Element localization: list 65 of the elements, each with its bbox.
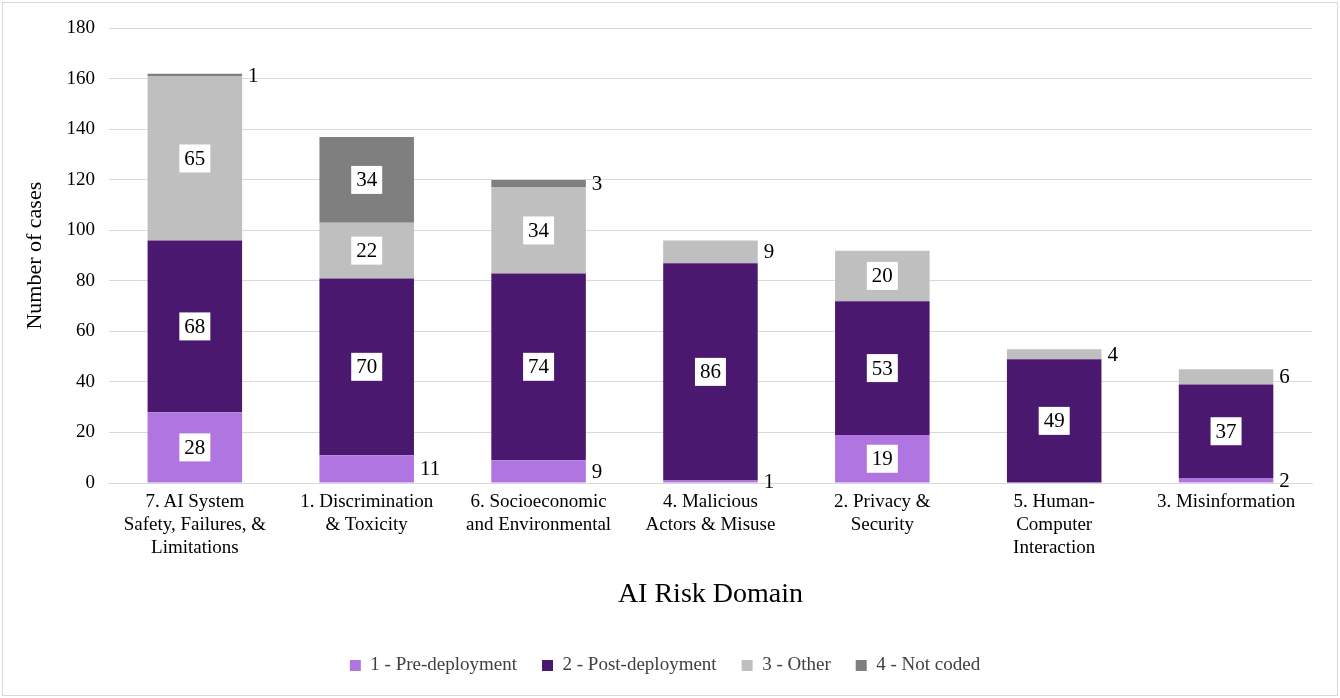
data-label: 70 <box>356 354 378 379</box>
data-label: 1 <box>763 469 775 493</box>
x-tick-label: 7. AI System Safety, Failures, & Limitations <box>123 490 267 557</box>
x-tick-label: 6. Socioeconomic and Environmental <box>466 490 612 535</box>
bar <box>1178 477 1274 483</box>
y-tick-label: 140 <box>66 117 95 139</box>
data-label: 22 <box>356 238 378 263</box>
data-label: 86 <box>699 359 721 384</box>
y-tick-label: 160 <box>66 66 95 88</box>
data-label: 74 <box>528 354 550 379</box>
y-tick-label: 100 <box>66 218 95 240</box>
bar <box>319 137 414 223</box>
x-tick-label: 1. Discrimination & Toxicity <box>300 490 434 535</box>
data-label: 1 <box>248 62 259 87</box>
data-label: 2 <box>1279 467 1290 492</box>
y-tick-label: 180 <box>66 16 95 38</box>
data-label: 9 <box>591 458 603 483</box>
data-label: 19 <box>871 446 893 471</box>
bar <box>491 273 586 461</box>
data-label: 37 <box>1215 418 1237 443</box>
bar <box>1006 359 1102 483</box>
bar <box>663 263 758 481</box>
x-tick-label: 5. Human-Computer Interaction <box>1013 490 1096 557</box>
x-axis-title: AI Risk Domain <box>617 576 803 608</box>
bar <box>663 240 758 264</box>
y-tick-label: 0 <box>85 470 95 492</box>
x-tick-label: 2. Privacy & Security <box>834 490 931 535</box>
data-label: 53 <box>871 355 893 380</box>
data-label: 4 <box>1107 341 1119 366</box>
data-label: 34 <box>528 217 550 242</box>
data-label: 49 <box>1043 408 1065 433</box>
x-tick-label: 3. Misinformation <box>1156 490 1296 512</box>
bar <box>663 480 758 483</box>
legend-label: 1 - Pre-deployment <box>370 653 518 675</box>
bar <box>491 179 586 188</box>
bar <box>491 187 586 274</box>
bar <box>319 455 414 483</box>
bar <box>147 240 243 413</box>
data-label: 20 <box>871 263 893 288</box>
y-tick-label: 60 <box>75 319 95 341</box>
data-label: 65 <box>184 145 206 170</box>
legend-label: 2 - Post-deployment <box>562 653 718 675</box>
data-label: 6 <box>1279 364 1290 389</box>
bar <box>835 301 930 436</box>
data-label: 11 <box>419 456 441 481</box>
data-label: 34 <box>356 167 378 192</box>
bar <box>491 460 586 483</box>
y-tick-label: 20 <box>75 420 95 442</box>
data-label: 9 <box>763 239 775 264</box>
bar <box>1178 384 1274 478</box>
data-label: 3 <box>591 171 603 196</box>
legend-label: 3 - Other <box>762 653 832 675</box>
bar <box>147 76 243 241</box>
y-tick-label: 80 <box>75 268 95 290</box>
y-axis-title: Number of cases <box>20 181 46 330</box>
y-tick-label: 120 <box>66 167 95 189</box>
y-tick-label: 40 <box>75 369 95 391</box>
bar <box>319 278 414 456</box>
legend-label: 4 - Not coded <box>876 653 981 675</box>
x-tick-label: 4. Malicious Actors & Misuse <box>645 490 776 535</box>
bar <box>147 412 243 483</box>
data-label: 68 <box>184 313 206 338</box>
bar <box>1178 369 1274 385</box>
data-label: 28 <box>184 434 206 459</box>
bar <box>1006 349 1102 360</box>
